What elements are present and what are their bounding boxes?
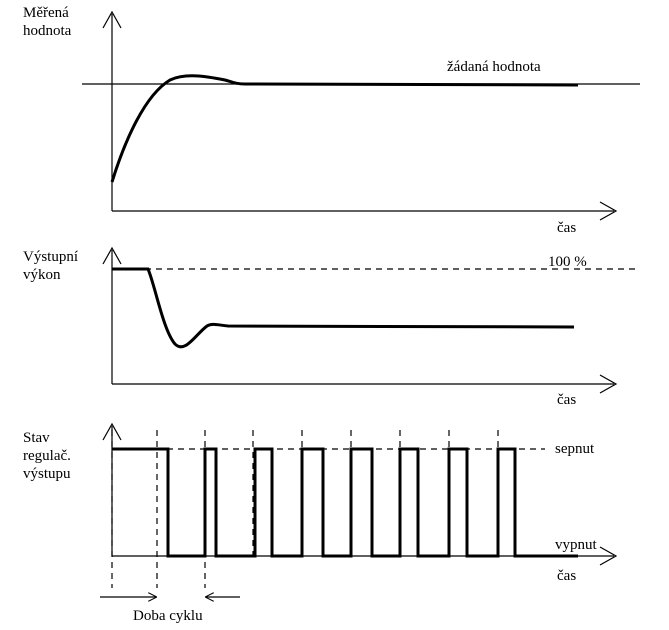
x-axis-arrow xyxy=(599,201,618,221)
y-axis-arrow xyxy=(102,246,122,265)
output-power-curve xyxy=(112,267,575,349)
cycle-duration-label: Doba cyklu xyxy=(133,608,203,624)
cycle-dividers xyxy=(111,430,499,588)
measured-value-label: Měřená hodnota xyxy=(23,5,72,39)
output-state-label: Stav regulač. výstupu xyxy=(23,430,71,482)
output-power-label: Výstupní výkon xyxy=(23,249,79,283)
output-state-waveform xyxy=(112,447,578,558)
setpoint-label: žádaná hodnota xyxy=(447,59,541,75)
y-axis-arrow xyxy=(102,10,122,29)
measured-value-curve xyxy=(110,74,579,183)
x-axis-arrow xyxy=(599,546,618,566)
time-label-1: čas xyxy=(557,220,577,236)
max-power-label: 100 % xyxy=(548,254,587,270)
x-axis-arrow xyxy=(599,374,618,394)
time-label-3: čas xyxy=(557,568,577,584)
panel-output-state xyxy=(100,422,618,597)
on-state-label: sepnut xyxy=(555,441,595,457)
panel-measured-value xyxy=(82,10,640,221)
time-label-2: čas xyxy=(557,392,577,408)
panel-output-power xyxy=(102,246,640,394)
y-axis-arrow xyxy=(102,422,122,441)
off-state-label: vypnut xyxy=(555,537,597,553)
